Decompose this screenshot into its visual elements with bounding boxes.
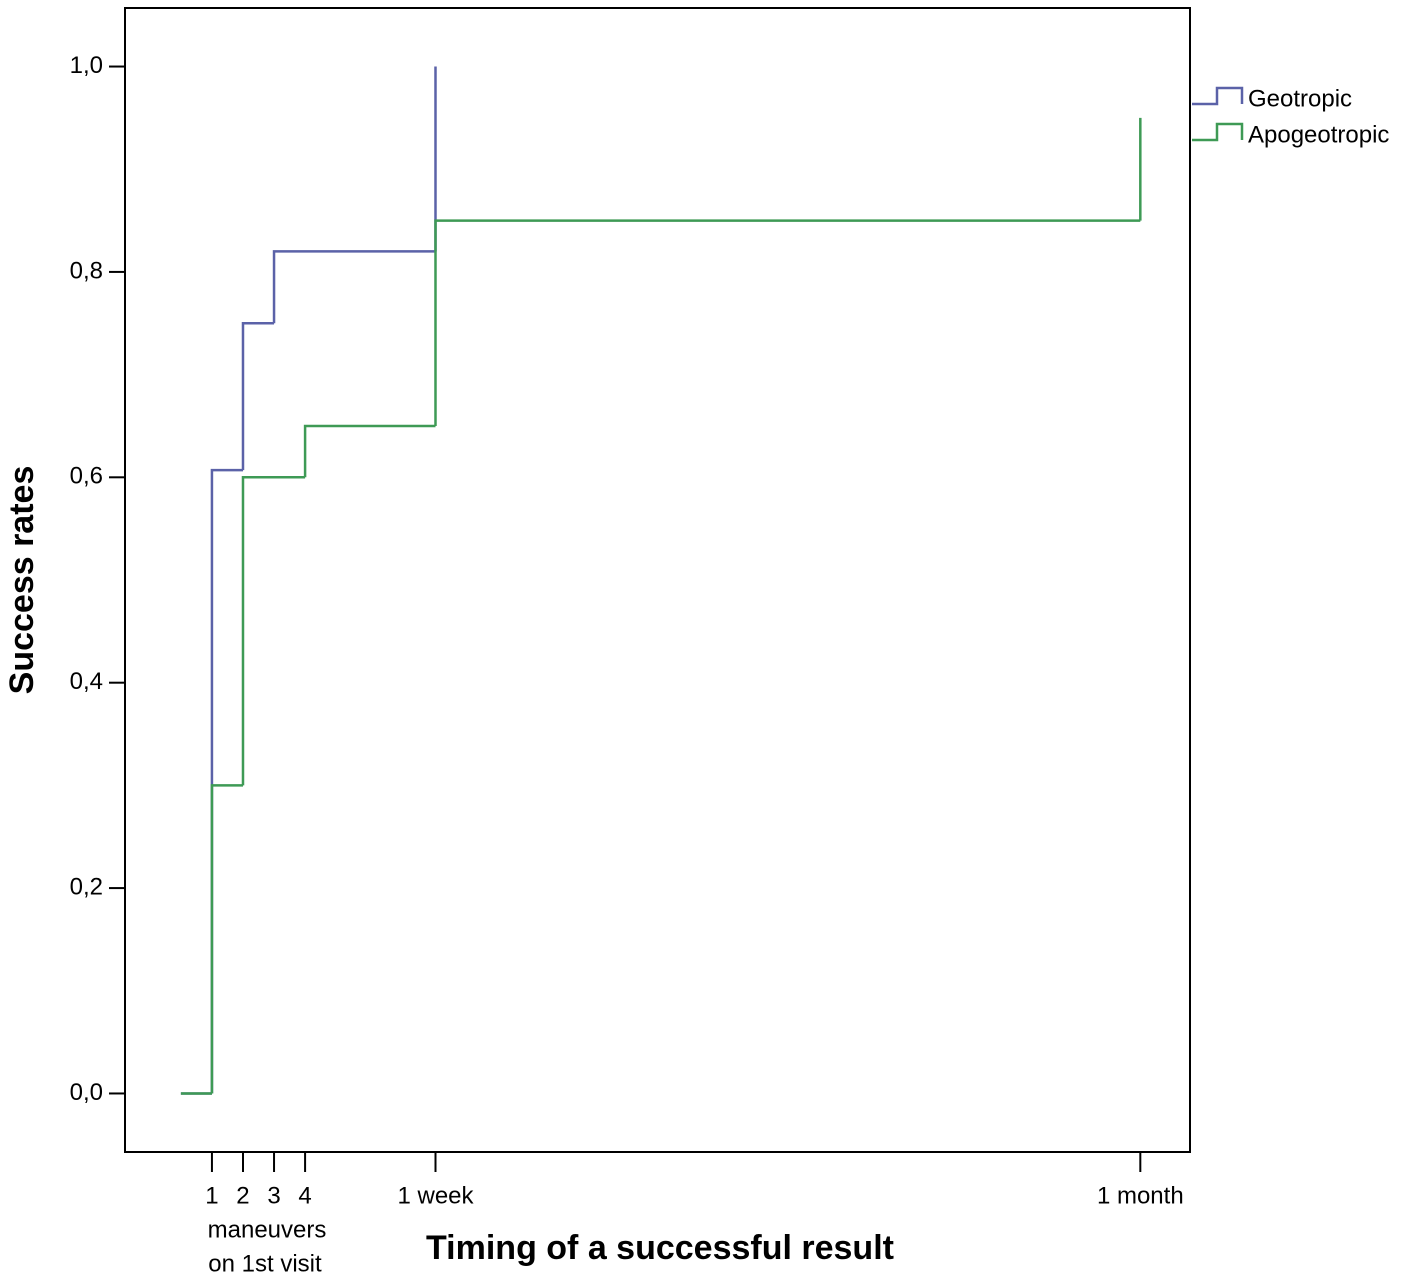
step-line <box>434 219 1141 426</box>
y-tick-label: 0,4 <box>70 668 103 695</box>
y-tick-label: 0,8 <box>70 257 103 284</box>
y-tick-label: 1,0 <box>70 52 103 79</box>
step-line <box>303 424 436 478</box>
x-tick-label: 1 month <box>1097 1182 1184 1209</box>
step-line <box>241 476 306 786</box>
legend-swatch <box>1192 122 1244 142</box>
y-tick-label: 0,6 <box>70 463 103 490</box>
y-axis-label: Success rates <box>3 466 41 695</box>
x-tick-label: 2 <box>236 1182 249 1209</box>
legend-label: Apogeotropic <box>1248 121 1389 148</box>
legend-label: Geotropic <box>1248 85 1352 112</box>
step-line <box>210 784 243 1094</box>
y-tick-label: 0,0 <box>70 1079 103 1106</box>
x-tick-label: 4 <box>298 1182 311 1209</box>
annotation: maneuvers <box>208 1216 327 1243</box>
x-tick-label: 3 <box>267 1182 280 1209</box>
x-tick-label: 1 week <box>397 1182 474 1209</box>
x-axis-label: Timing of a successful result <box>426 1229 894 1267</box>
step-line <box>241 322 275 471</box>
y-tick-label: 0,2 <box>70 873 103 900</box>
x-tick-label: 1 <box>205 1182 218 1209</box>
step-line <box>210 468 243 1094</box>
step-line <box>272 250 436 324</box>
plot-frame <box>124 7 1191 1153</box>
annotation: on 1st visit <box>208 1250 322 1277</box>
legend-swatch <box>1192 86 1244 106</box>
